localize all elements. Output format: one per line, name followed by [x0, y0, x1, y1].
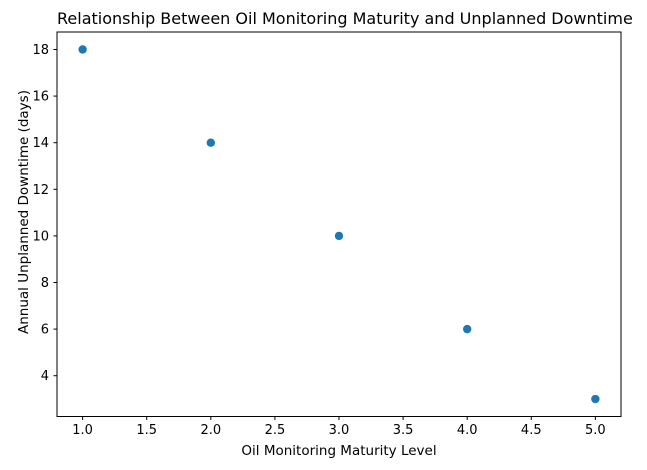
data-point — [78, 45, 87, 54]
x-tick-label: 1.0 — [72, 423, 93, 438]
x-tick-label: 4.5 — [521, 423, 542, 438]
y-tick-label: 12 — [32, 183, 49, 198]
y-tick-label: 18 — [32, 43, 49, 58]
y-tick-label: 16 — [32, 90, 49, 105]
x-tick-label: 3.0 — [329, 423, 350, 438]
data-point — [206, 138, 216, 147]
chart-title: Relationship Between Oil Monitoring Matu… — [57, 9, 633, 28]
x-tick-label: 2.5 — [265, 423, 286, 438]
y-tick-label: 14 — [32, 136, 49, 151]
x-tick-label: 1.5 — [136, 423, 157, 438]
x-tick-label: 4.0 — [457, 423, 478, 438]
x-axis-label: Oil Monitoring Maturity Level — [241, 443, 437, 459]
data-point — [334, 231, 344, 241]
axes-frame — [56, 31, 622, 417]
data-point — [462, 324, 472, 334]
y-tick-label: 6 — [41, 323, 49, 338]
y-tick-label: 8 — [41, 276, 49, 291]
data-point — [591, 394, 600, 404]
y-tick-label: 4 — [41, 369, 49, 384]
x-tick-label: 2.0 — [200, 423, 221, 438]
y-tick-label: 10 — [32, 229, 49, 244]
x-tick-label: 3.5 — [393, 423, 414, 438]
x-tick-label: 5.0 — [585, 423, 606, 438]
